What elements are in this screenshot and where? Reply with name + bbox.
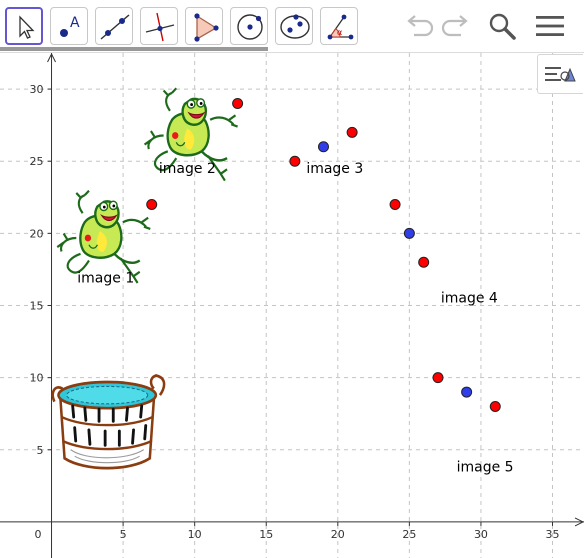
angle-tool-glyph: α [337, 28, 342, 37]
washtub-image-art [51, 373, 166, 470]
image-2-label: image 2 [159, 161, 216, 177]
graphics-view[interactable]: 5 10 15 20 25 30 35 5 10 15 20 25 30 0 image 1 image 2… [0, 53, 584, 558]
x-axis-arrow [574, 517, 584, 527]
ellipse-icon [280, 14, 310, 39]
hamburger-menu-icon [536, 16, 564, 36]
image-labels: image 1 image 2 image 3 image 4 image 5 [77, 161, 513, 476]
blue-point-4[interactable] [317, 141, 329, 153]
toolbar-indicator [0, 47, 268, 51]
undo-icon [407, 15, 434, 37]
y-tick-label: 10 [30, 372, 44, 385]
search-icon [489, 13, 516, 40]
red-point-9[interactable] [432, 372, 444, 384]
point-tool-button[interactable]: A [50, 7, 88, 45]
blue-point-10[interactable] [461, 386, 473, 398]
conic-tool-button[interactable] [275, 7, 313, 45]
blue-point-7[interactable] [403, 227, 415, 239]
x-tick-label: 35 [546, 528, 560, 541]
y-tick-label: 15 [30, 300, 44, 313]
undo-button[interactable] [401, 8, 437, 44]
image-1-label: image 1 [77, 270, 134, 286]
x-tick-label: 10 [188, 528, 202, 541]
origin-label: 0 [35, 528, 42, 541]
x-tick-label: 15 [259, 528, 273, 541]
red-point-6[interactable] [389, 199, 401, 210]
red-point-3[interactable] [289, 155, 301, 167]
toolbar: A [0, 0, 584, 53]
menu-button[interactable] [532, 8, 568, 44]
red-point-8[interactable] [418, 256, 430, 268]
arrow-cursor-icon [19, 15, 35, 39]
perpendicular-line-tool-button[interactable] [140, 7, 178, 45]
y-tick-label: 25 [30, 155, 44, 168]
perpendicular-line-icon [145, 12, 175, 42]
search-button[interactable] [484, 8, 520, 44]
points [146, 98, 501, 412]
x-tick-label: 5 [120, 528, 127, 541]
y-axis-arrow [47, 53, 56, 63]
x-tick-label: 25 [402, 528, 416, 541]
circle-center-point-icon [237, 14, 263, 40]
y-tick-label: 30 [30, 83, 44, 96]
y-tick-label: 20 [30, 227, 44, 240]
move-tool-button[interactable] [5, 7, 43, 45]
frog-image-1-art [56, 189, 152, 285]
image-4-label: image 4 [441, 291, 498, 307]
angle-tool-button[interactable]: α [320, 7, 358, 45]
redo-button[interactable] [438, 8, 474, 44]
style-bar-toggle-button[interactable] [537, 54, 583, 94]
x-tick-label: 20 [331, 528, 345, 541]
image-3-label: image 3 [306, 161, 363, 177]
point-tool-glyph: A [70, 15, 80, 31]
line-through-points-icon [100, 14, 130, 40]
line-tool-button[interactable] [95, 7, 133, 45]
red-point-2[interactable] [232, 98, 244, 109]
image-5-label: image 5 [457, 459, 514, 475]
angle-icon: α [327, 14, 354, 40]
redo-icon [441, 15, 468, 37]
red-point-11[interactable] [489, 401, 501, 412]
x-tick-label: 30 [474, 528, 488, 541]
red-point-1[interactable] [146, 199, 158, 210]
washtub-image[interactable] [51, 373, 166, 470]
polygon-icon [194, 13, 219, 42]
axes: 5 10 15 20 25 30 35 5 10 15 20 25 30 0 [0, 53, 584, 558]
point-a-icon: A [60, 15, 80, 37]
y-tick-label: 5 [37, 444, 44, 457]
frog-image-1[interactable] [56, 189, 152, 285]
polygon-tool-button[interactable] [185, 7, 223, 45]
red-point-5[interactable] [346, 126, 358, 138]
circle-tool-button[interactable] [230, 7, 268, 45]
style-bar-icon [545, 67, 576, 82]
